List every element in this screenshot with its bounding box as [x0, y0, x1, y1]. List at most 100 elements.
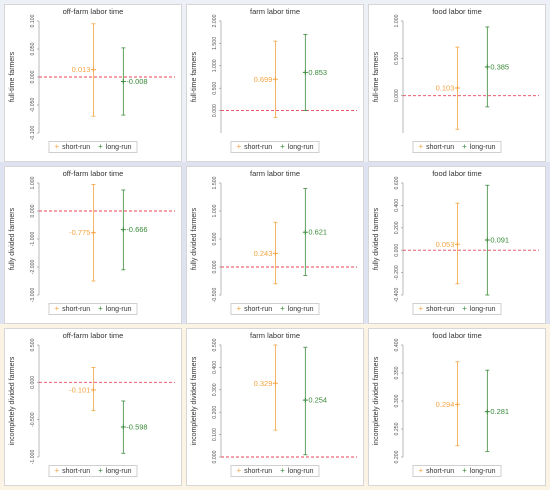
y-axis-title: fully divided farmers [9, 207, 16, 270]
y-tick-label: 1.000 [394, 14, 400, 27]
legend-label: short-run [244, 143, 273, 151]
legend-label: short-run [62, 143, 91, 151]
legend: + short-run + long-run [48, 465, 138, 477]
y-tick-label: 0.200 [212, 406, 218, 419]
y-tick-label: 0.000 [394, 244, 400, 257]
legend-label: long-run [287, 467, 314, 475]
legend-item: + long-run [98, 467, 131, 475]
y-tick-label: -0.500 [212, 288, 218, 303]
y-tick-label: -0.100 [30, 126, 36, 141]
y-tick-label: 0.000 [212, 260, 218, 273]
chart-panel: food labor time 0.000 0.500 1.000 full-time … [368, 4, 546, 162]
legend: + short-run + long-run [230, 141, 320, 153]
data-label: 0.699 [254, 75, 273, 84]
y-tick-label: -2.000 [30, 260, 36, 275]
chart-title: food labor time [432, 331, 482, 340]
legend-label: short-run [62, 305, 91, 313]
legend-item: + long-run [462, 305, 495, 313]
plus-marker-icon: + [418, 304, 424, 313]
legend-item: + long-run [98, 143, 131, 151]
plot-area: -0.100 -0.050 0.000 0.050 0.100 full-time far… [9, 14, 175, 141]
plot-area: 0.000 0.500 1.000 full-time farmers 0.103 0.3… [373, 14, 539, 133]
plus-marker-icon: + [462, 466, 467, 475]
y-tick-label: 2.000 [212, 14, 218, 27]
plot-area: -3.000 -2.000 -1.000 0.000 1.000 fully divide… [9, 176, 175, 302]
chart-title: off-farm labor time [62, 331, 124, 340]
plus-marker-icon: + [418, 466, 424, 475]
data-label: 0.254 [308, 396, 327, 405]
y-tick-label: 0.500 [212, 82, 218, 95]
data-label: 0.053 [436, 240, 455, 249]
chart-panel: off-farm labor time -0.100 -0.050 0.000 0.05… [4, 4, 182, 162]
y-tick-label: 1.000 [212, 59, 218, 72]
y-tick-label: 0.000 [30, 376, 36, 389]
plus-marker-icon: + [462, 142, 467, 151]
data-label: -0.101 [69, 385, 90, 394]
legend-item: + long-run [280, 143, 313, 151]
plot-area: 0.000 0.100 0.200 0.300 0.400 0.500 incomplete… [191, 338, 357, 463]
y-tick-label: 0.350 [394, 366, 400, 379]
y-tick-label: 1.500 [212, 176, 218, 189]
data-label: -0.775 [69, 228, 90, 237]
data-label: -0.666 [126, 225, 147, 234]
data-label: -0.008 [126, 77, 147, 86]
legend-label: short-run [426, 305, 455, 313]
data-label: 0.853 [308, 68, 327, 77]
y-tick-label: -1.000 [30, 450, 36, 465]
legend-item: + long-run [280, 305, 313, 313]
y-tick-label: 0.300 [212, 383, 218, 396]
plus-marker-icon: + [280, 304, 285, 313]
chart-panel: food labor time 0.200 0.250 0.300 0.350 0.400… [368, 328, 546, 486]
plus-marker-icon: + [98, 142, 103, 151]
plus-marker-icon: + [54, 466, 60, 475]
plus-marker-icon: + [236, 466, 242, 475]
legend-label: short-run [244, 305, 273, 313]
legend-item: + short-run [418, 305, 454, 313]
plus-marker-icon: + [418, 142, 424, 151]
data-label: 0.013 [72, 65, 91, 74]
data-label: 0.103 [436, 83, 455, 92]
y-axis-title: full-time farmers [191, 51, 198, 102]
legend-label: short-run [426, 467, 455, 475]
plot-area: 0.000 0.500 1.000 1.500 2.000 full-time farme… [191, 14, 357, 133]
legend-item: + short-run [236, 143, 272, 151]
legend-label: short-run [426, 143, 455, 151]
y-axis-title: incompletely divided farmers [373, 356, 380, 445]
y-tick-label: 0.200 [394, 450, 400, 463]
y-axis-title: full-time farmers [9, 51, 16, 102]
chart-panel: food labor time -0.400 -0.200 0.000 0.200 0.4… [368, 166, 546, 324]
y-tick-label: 1.500 [212, 37, 218, 50]
legend-item: + long-run [462, 143, 495, 151]
plus-marker-icon: + [280, 142, 285, 151]
y-axis-title: fully divided farmers [373, 207, 380, 270]
y-axis-title: incompletely divided farmers [9, 356, 16, 445]
y-tick-label: 0.000 [30, 70, 36, 83]
y-tick-label: 0.500 [212, 232, 218, 245]
legend: + short-run + long-run [412, 465, 502, 477]
y-tick-label: 0.400 [212, 361, 218, 374]
legend-label: long-run [469, 305, 496, 313]
data-label: 0.281 [490, 407, 509, 416]
y-axis-title: fully divided farmers [191, 207, 198, 270]
y-tick-label: 0.600 [394, 176, 400, 189]
legend-item: + short-run [236, 305, 272, 313]
legend: + short-run + long-run [412, 303, 502, 315]
chart-title: off-farm labor time [62, 169, 124, 178]
legend: + short-run + long-run [48, 141, 138, 153]
legend-label: short-run [62, 467, 91, 475]
legend: + short-run + long-run [412, 141, 502, 153]
plus-marker-icon: + [236, 142, 242, 151]
plot-area: -0.400 -0.200 0.000 0.200 0.400 0.600 fully di… [373, 176, 539, 302]
y-tick-label: 0.500 [30, 338, 36, 351]
chart-panel: farm labor time -0.500 0.000 0.500 1.000 1.50… [186, 166, 364, 324]
legend-item: + short-run [418, 467, 454, 475]
data-label: -0.598 [126, 422, 147, 431]
plus-marker-icon: + [98, 466, 103, 475]
legend-label: long-run [469, 467, 496, 475]
chart-title: farm labor time [249, 169, 300, 178]
chart-panel: farm labor time 0.000 0.500 1.000 1.500 2.000… [186, 4, 364, 162]
data-label: 0.294 [436, 400, 455, 409]
y-tick-label: 0.000 [30, 204, 36, 217]
legend: + short-run + long-run [48, 303, 138, 315]
